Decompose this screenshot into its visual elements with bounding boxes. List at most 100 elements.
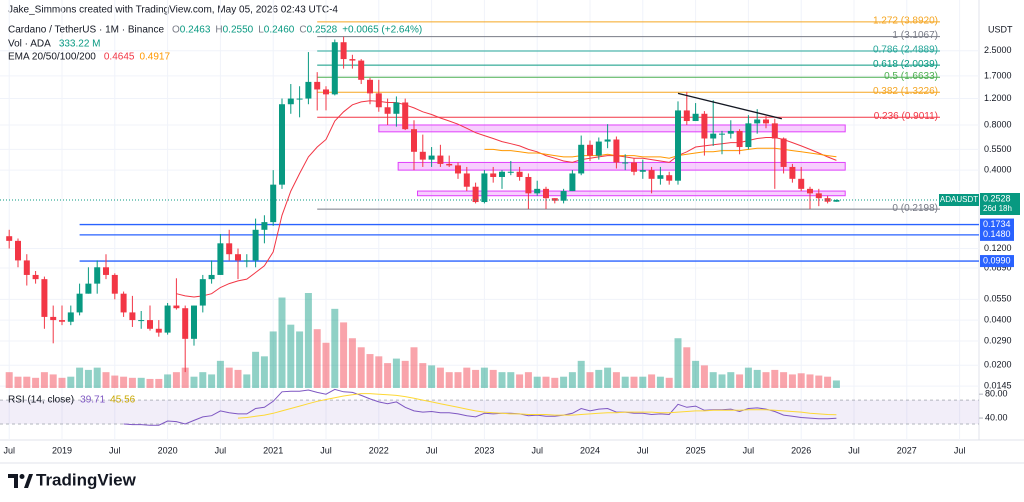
volume-bar [744, 367, 752, 388]
volume-bar [621, 376, 629, 388]
fib-label: 0.382 (1.3226) [873, 86, 938, 97]
y-tick-label: 0.0290 [984, 335, 1012, 345]
candle-body [613, 139, 620, 163]
candle-body [367, 79, 373, 94]
volume-bar [560, 376, 568, 388]
candle-body [393, 102, 400, 114]
candle-body [481, 173, 488, 203]
volume-bar [304, 293, 312, 388]
x-tick-label: 2022 [369, 445, 389, 455]
candle-body [32, 274, 39, 280]
volume-bar [727, 372, 735, 388]
volume-bar [340, 322, 348, 388]
volume-bar [5, 372, 13, 388]
candle-body [164, 305, 171, 333]
candle-body [76, 293, 83, 313]
volume-bar [375, 356, 383, 388]
candle-body [815, 193, 822, 199]
candle-body [648, 170, 655, 179]
ohlc-value: 0.2528 [307, 25, 338, 36]
candle-body [384, 107, 391, 114]
candle-body [208, 274, 215, 280]
volume-bar [102, 372, 110, 388]
y-tick-label: 0.0400 [984, 314, 1012, 324]
volume-bar [93, 367, 101, 388]
ohlc-letter: L [258, 25, 264, 36]
y-tick-label: 0.0890 [984, 262, 1012, 272]
volume-bar [419, 363, 427, 388]
volume-bar [32, 377, 40, 388]
x-tick-label: 2027 [897, 445, 917, 455]
volume-bar [700, 365, 708, 388]
x-tick-label: 2025 [686, 445, 706, 455]
volume-bar [234, 369, 242, 388]
volume-bar [709, 372, 717, 388]
volume-bar [507, 372, 515, 388]
y-tick-label: 0.0145 [984, 381, 1012, 391]
volume-bar [392, 358, 400, 388]
candle-body [191, 305, 197, 339]
rsi-tick-label: 80.00 [985, 389, 1008, 399]
volume-bar [542, 376, 550, 388]
volume-bar [225, 367, 233, 388]
candle-body [666, 175, 673, 181]
volume-bar [190, 376, 198, 388]
candle-body [243, 260, 250, 262]
volume-bar [428, 365, 436, 388]
candle-body [525, 176, 532, 194]
ohlc-letter: H [215, 25, 222, 36]
volume-bar [410, 347, 418, 388]
candle-body [736, 130, 743, 148]
candle-body [455, 165, 461, 174]
volume-bar [322, 342, 330, 388]
volume-bar [436, 367, 444, 388]
volume-bar [296, 331, 304, 388]
countdown: 26d 18h [983, 204, 1012, 213]
x-tick-label: Jul [848, 445, 860, 455]
volume-bar [384, 363, 392, 388]
candle-body [6, 236, 13, 241]
volume-bar [683, 347, 691, 388]
candle-body [543, 188, 549, 199]
rsi-value: 39.71 [80, 395, 105, 406]
volume-bar [665, 377, 673, 388]
fib-label: 0.618 (2.0039) [873, 59, 938, 70]
ema-value: 0.4645 [104, 52, 135, 63]
fib-label: 0.786 (2.4889) [873, 45, 938, 56]
volume-bar [128, 377, 136, 388]
ohlc-letter: O [172, 25, 180, 36]
volume-bar [489, 369, 497, 388]
volume-bar [164, 374, 172, 388]
volume-bar [76, 367, 84, 388]
candle-body [578, 144, 585, 174]
volume-bar [674, 338, 682, 388]
volume-bar [120, 376, 128, 388]
candle-body [323, 89, 329, 95]
volume-bar [595, 369, 603, 388]
candle-body [710, 133, 717, 139]
candle-body [771, 123, 778, 139]
volume-bar [454, 372, 462, 388]
x-tick-label: Jul [320, 445, 332, 455]
fib-label: 1.272 (3.8920) [873, 16, 938, 27]
x-tick-label: Jul [637, 445, 649, 455]
ema-line [176, 100, 837, 298]
volume-bar [67, 376, 75, 388]
volume-bar [656, 376, 664, 388]
candle-body [111, 274, 118, 294]
zone [378, 124, 846, 133]
candle-body [103, 267, 109, 275]
candle-body [305, 81, 312, 99]
volume-bar [260, 356, 268, 388]
candle-body [252, 229, 259, 261]
volume-bar [58, 377, 66, 388]
volume-bar [243, 374, 251, 388]
vol-title: Vol · ADA [8, 39, 51, 50]
candle-body [15, 240, 21, 261]
volume-bar [137, 377, 145, 388]
candle-body [657, 175, 664, 179]
candle-body [331, 42, 338, 95]
x-tick-label: 2019 [52, 445, 72, 455]
x-tick-label: Jul [531, 445, 543, 455]
